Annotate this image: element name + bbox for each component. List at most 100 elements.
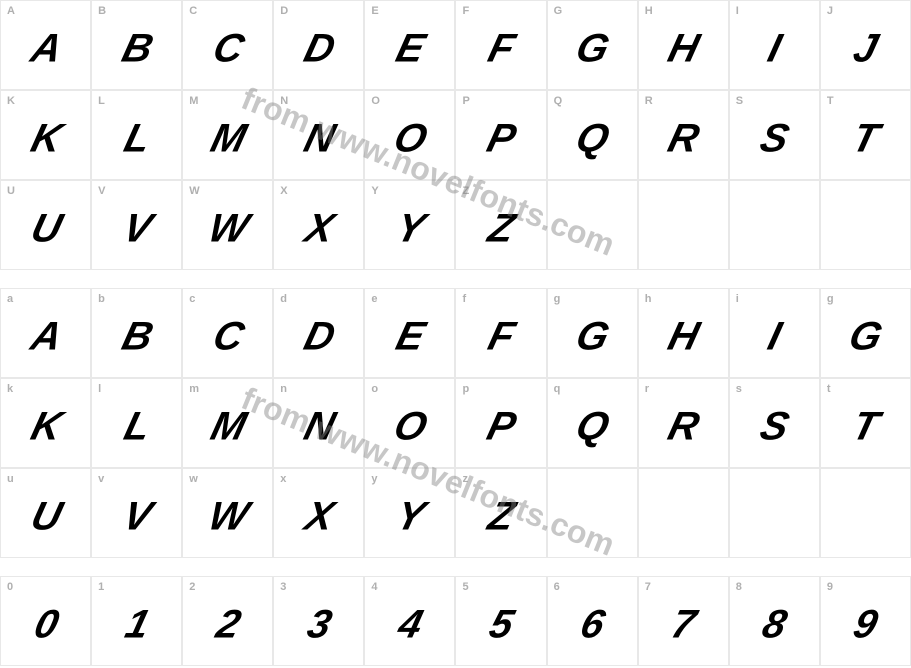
cell-glyph: 3 — [303, 603, 335, 648]
glyph-cell — [547, 468, 638, 558]
cell-label: a — [7, 293, 13, 305]
cell-label: 2 — [189, 581, 195, 593]
cell-glyph: Z — [484, 207, 519, 252]
cell-label: b — [98, 293, 105, 305]
cell-glyph: 6 — [576, 603, 608, 648]
glyph-cell: FF — [455, 0, 546, 90]
cell-label: y — [371, 473, 377, 485]
glyph-cell: OO — [364, 90, 455, 180]
cell-label: 3 — [280, 581, 286, 593]
glyph-cell: wW — [182, 468, 273, 558]
glyph-cell: dD — [273, 288, 364, 378]
glyph-cell: BB — [91, 0, 182, 90]
glyph-cell: qQ — [547, 378, 638, 468]
cell-glyph: W — [204, 495, 252, 540]
cell-glyph: D — [299, 27, 338, 72]
cell-label: m — [189, 383, 199, 395]
glyph-cell: 77 — [638, 576, 729, 666]
cell-glyph: J — [849, 27, 881, 72]
glyph-cell: II — [729, 0, 820, 90]
cell-label: D — [280, 5, 288, 17]
cell-glyph: X — [300, 207, 337, 252]
cell-glyph: H — [664, 315, 703, 360]
cell-glyph: M — [206, 405, 250, 450]
glyph-cell: HH — [638, 0, 729, 90]
cell-glyph: Y — [391, 207, 428, 252]
glyph-cell — [547, 180, 638, 270]
cell-label: X — [280, 185, 287, 197]
glyph-cell: XX — [273, 180, 364, 270]
cell-label: Q — [554, 95, 563, 107]
glyph-cell: GG — [547, 0, 638, 90]
glyph-cell — [729, 468, 820, 558]
cell-glyph: 4 — [394, 603, 426, 648]
glyph-cell: EE — [364, 0, 455, 90]
cell-glyph: K — [26, 117, 65, 162]
cell-glyph: U — [26, 495, 65, 540]
cell-glyph: 2 — [211, 603, 243, 648]
cell-glyph: L — [119, 117, 154, 162]
cell-glyph: Y — [391, 495, 428, 540]
cell-label: 1 — [98, 581, 104, 593]
glyph-cell: kK — [0, 378, 91, 468]
glyph-cell: gG — [547, 288, 638, 378]
cell-glyph: N — [299, 405, 338, 450]
cell-label: t — [827, 383, 831, 395]
cell-glyph: E — [391, 315, 428, 360]
glyph-cell: fF — [455, 288, 546, 378]
glyph-cell — [638, 468, 729, 558]
cell-glyph: O — [389, 117, 430, 162]
cell-glyph: 0 — [29, 603, 61, 648]
cell-glyph: U — [26, 207, 65, 252]
cell-glyph: L — [119, 405, 154, 450]
glyph-cell: YY — [364, 180, 455, 270]
cell-label: 7 — [645, 581, 651, 593]
cell-label: A — [7, 5, 15, 17]
cell-glyph: 7 — [667, 603, 699, 648]
cell-glyph: F — [484, 315, 519, 360]
cell-label: V — [98, 185, 105, 197]
cell-label: h — [645, 293, 652, 305]
glyph-cell: 88 — [729, 576, 820, 666]
cell-label: x — [280, 473, 286, 485]
cell-label: q — [554, 383, 561, 395]
cell-glyph: N — [299, 117, 338, 162]
cell-label: T — [827, 95, 834, 107]
cell-glyph: V — [118, 207, 155, 252]
cell-glyph: A — [26, 315, 65, 360]
cell-label: Z — [462, 185, 469, 197]
cell-glyph: C — [208, 315, 247, 360]
cell-label: r — [645, 383, 649, 395]
cell-glyph: R — [664, 405, 703, 450]
glyph-cell: pP — [455, 378, 546, 468]
cell-glyph: T — [848, 117, 883, 162]
glyph-cell: WW — [182, 180, 273, 270]
glyph-cell: cC — [182, 288, 273, 378]
cell-label: R — [645, 95, 653, 107]
cell-label: e — [371, 293, 377, 305]
glyph-cell: JJ — [820, 0, 911, 90]
glyph-cell: uU — [0, 468, 91, 558]
cell-label: H — [645, 5, 653, 17]
cell-glyph: Q — [571, 117, 612, 162]
glyph-cell — [729, 180, 820, 270]
glyph-cell: 11 — [91, 576, 182, 666]
cell-glyph: G — [571, 27, 612, 72]
cell-label: G — [554, 5, 563, 17]
glyph-cell: lL — [91, 378, 182, 468]
cell-glyph: B — [117, 27, 156, 72]
glyph-cell: nN — [273, 378, 364, 468]
glyph-cell — [820, 180, 911, 270]
glyph-cell: SS — [729, 90, 820, 180]
cell-label: g — [554, 293, 561, 305]
glyph-cell: 55 — [455, 576, 546, 666]
glyph-cell: KK — [0, 90, 91, 180]
glyph-cell: 99 — [820, 576, 911, 666]
glyph-cell: QQ — [547, 90, 638, 180]
cell-label: f — [462, 293, 466, 305]
cell-glyph: X — [300, 495, 337, 540]
glyph-cell: 33 — [273, 576, 364, 666]
glyph-cell: LL — [91, 90, 182, 180]
cell-glyph: S — [756, 405, 793, 450]
cell-glyph: G — [845, 315, 886, 360]
